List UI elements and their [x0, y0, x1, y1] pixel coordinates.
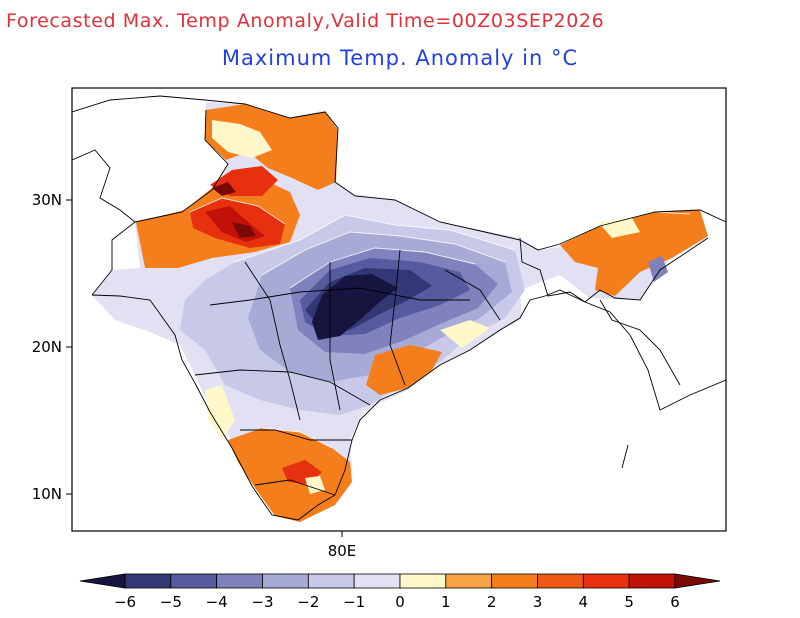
lat-tick-20n: 20N — [32, 338, 62, 356]
warm-nw-peak — [232, 222, 256, 238]
map-frame — [71, 87, 727, 532]
country-border — [134, 109, 229, 223]
country-border — [72, 95, 726, 251]
warm-east-pale — [440, 320, 490, 348]
state-border — [444, 269, 501, 321]
colorbar-cell — [582, 573, 630, 589]
colorbar-label: 4 — [579, 593, 589, 611]
colorbar-cell — [170, 573, 218, 589]
state-border — [389, 249, 406, 386]
colorbar-cell — [399, 573, 447, 589]
colorbar-label: −5 — [160, 593, 182, 611]
colorbar-label: −4 — [206, 593, 228, 611]
contour-line — [189, 197, 286, 225]
state-border — [194, 369, 371, 406]
state-border — [254, 479, 336, 496]
colorbar-label: 6 — [670, 593, 680, 611]
contour-lines — [189, 197, 691, 449]
country-border — [72, 149, 136, 296]
colorbar-label: 3 — [533, 593, 543, 611]
colorbar: −6 −5 −4 −3 −2 −1 0 1 2 3 4 5 6 — [79, 573, 721, 611]
colorbar-cell — [628, 573, 676, 589]
state-border — [244, 261, 301, 421]
warm-southwest-pale — [205, 385, 235, 440]
anomaly-fields — [92, 102, 708, 522]
warm-north-peak — [212, 182, 236, 196]
cool-ne-patch — [648, 256, 668, 282]
colorbar-cell — [216, 573, 263, 589]
state-border — [240, 429, 352, 441]
colorbar-arrow-low — [79, 573, 126, 589]
colorbar-label: 1 — [441, 593, 451, 611]
contour-line — [234, 214, 516, 263]
island-line — [621, 444, 629, 469]
header-title: Forecasted Max. Temp Anomaly,Valid Time=… — [6, 10, 605, 32]
contour-line — [261, 231, 506, 276]
colorbar-label: −6 — [114, 593, 136, 611]
country-border — [519, 237, 709, 303]
colorbar-cell — [307, 573, 355, 589]
lon-tick-80e: 80E — [328, 542, 357, 560]
colorbar-cell — [262, 573, 309, 589]
colorbar-label: 2 — [487, 593, 497, 611]
colorbar-cell — [537, 573, 584, 589]
warm-east-field — [366, 345, 442, 395]
colorbar-label: −2 — [297, 593, 319, 611]
map-borders — [72, 95, 726, 521]
colorbar-label: −3 — [251, 593, 273, 611]
state-border — [329, 262, 341, 411]
cool-core — [312, 274, 398, 340]
lat-tick-10n: 10N — [32, 485, 62, 503]
colorbar-label: 0 — [395, 593, 405, 611]
warm-ne-field — [560, 210, 708, 296]
colorbar-cell — [445, 573, 493, 589]
colorbar-label: −1 — [343, 593, 365, 611]
country-border — [599, 299, 681, 386]
warm-north-pale — [212, 120, 272, 158]
colorbar-cell — [491, 573, 538, 589]
map-title: Maximum Temp. Anomaly in °C — [221, 46, 579, 70]
contour-line — [289, 247, 476, 289]
colorbar-cell — [353, 573, 401, 589]
lat-tick-30n: 30N — [32, 191, 62, 209]
colorbar-arrow-high — [674, 573, 721, 589]
colorbar-cell — [124, 573, 172, 589]
contour-line — [261, 427, 333, 449]
warm-ne-pale — [598, 218, 640, 238]
warm-south-pale — [305, 476, 325, 494]
colorbar-label: 5 — [624, 593, 634, 611]
